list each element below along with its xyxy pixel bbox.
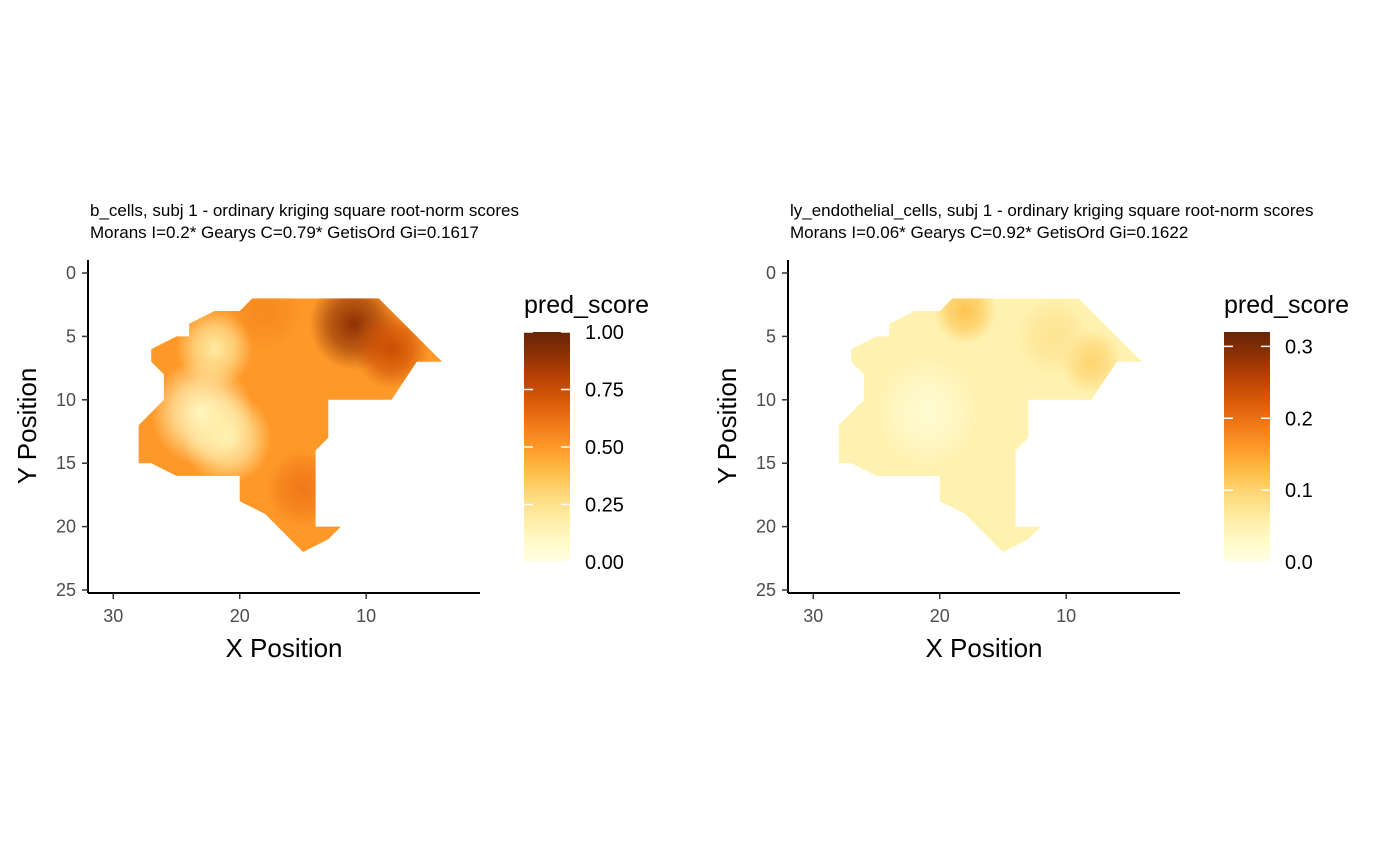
y-ticks: 0 5 10 15 20 25 (756, 263, 788, 600)
legend-tick-label: 0.2 (1285, 408, 1313, 430)
x-ticks: 30 20 10 (103, 593, 376, 626)
legend: pred_score 0.0 0.1 0.2 0.3 (1224, 291, 1349, 574)
legend-title: pred_score (524, 291, 649, 319)
heatmap-hotspot (182, 391, 272, 485)
legend-tick-label: 0.00 (585, 552, 624, 574)
legend: pred_score 0.00 0.25 0.50 0.75 1.00 (524, 291, 649, 574)
panel-ly-endothelial-cells: ly_endothelial_cells, subj 1 - ordinary … (712, 201, 1349, 663)
y-tick-label: 0 (66, 263, 76, 283)
heatmap-hotspot (176, 309, 253, 389)
y-tick-label: 5 (66, 326, 76, 346)
legend-tick-label: 0.0 (1285, 552, 1313, 574)
legend-colorbar (1224, 332, 1270, 562)
x-axis-label: X Position (225, 633, 342, 663)
x-tick-label: 20 (930, 606, 950, 626)
y-tick-label: 10 (756, 390, 776, 410)
y-tick-label: 20 (56, 517, 76, 537)
x-tick-label: 30 (103, 606, 123, 626)
y-tick-label: 25 (756, 580, 776, 600)
legend-tick-label: 1.00 (585, 322, 624, 344)
panel-b-cells: b_cells, subj 1 - ordinary kriging squar… (12, 201, 649, 663)
heatmap-hotspot (353, 309, 430, 389)
x-tick-label: 10 (1056, 606, 1076, 626)
legend-tick-label: 0.75 (585, 380, 624, 402)
y-tick-label: 25 (56, 580, 76, 600)
heatmap-hotspot (265, 448, 341, 529)
y-tick-label: 0 (766, 263, 776, 283)
x-ticks: 30 20 10 (803, 593, 1076, 626)
x-axis-label: X Position (925, 633, 1042, 663)
y-ticks: 0 5 10 15 20 25 (56, 263, 88, 600)
y-tick-label: 10 (56, 390, 76, 410)
y-tick-label: 5 (766, 326, 776, 346)
heatmap-hotspot (933, 298, 997, 345)
y-tick-label: 15 (756, 453, 776, 473)
x-tick-label: 20 (230, 606, 250, 626)
legend-ticks: 0.0 0.1 0.2 0.3 (1224, 336, 1313, 574)
panel-title: b_cells, subj 1 - ordinary kriging squar… (90, 201, 519, 220)
y-axis-label: Y Position (12, 368, 42, 485)
heatmap-hotspot (1015, 298, 1092, 377)
panel-title: ly_endothelial_cells, subj 1 - ordinary … (790, 201, 1313, 220)
y-tick-label: 15 (56, 453, 76, 473)
y-axis-label: Y Position (712, 368, 742, 485)
y-tick-label: 20 (756, 517, 776, 537)
heatmap-layer (838, 298, 1143, 552)
legend-ticks: 0.00 0.25 0.50 0.75 1.00 (524, 322, 624, 574)
legend-tick-label: 0.50 (585, 437, 624, 459)
x-tick-label: 10 (356, 606, 376, 626)
legend-tick-label: 0.3 (1285, 336, 1313, 358)
panel-subtitle: Morans I=0.2* Gearys C=0.79* GetisOrd Gi… (90, 223, 479, 242)
heatmap-layer (138, 298, 443, 552)
legend-title: pred_score (1224, 291, 1349, 319)
panel-subtitle: Morans I=0.06* Gearys C=0.92* GetisOrd G… (790, 223, 1188, 242)
legend-tick-label: 0.25 (585, 495, 624, 517)
legend-tick-label: 0.1 (1285, 480, 1313, 502)
x-tick-label: 30 (803, 606, 823, 626)
heatmap-hotspot (876, 359, 978, 466)
